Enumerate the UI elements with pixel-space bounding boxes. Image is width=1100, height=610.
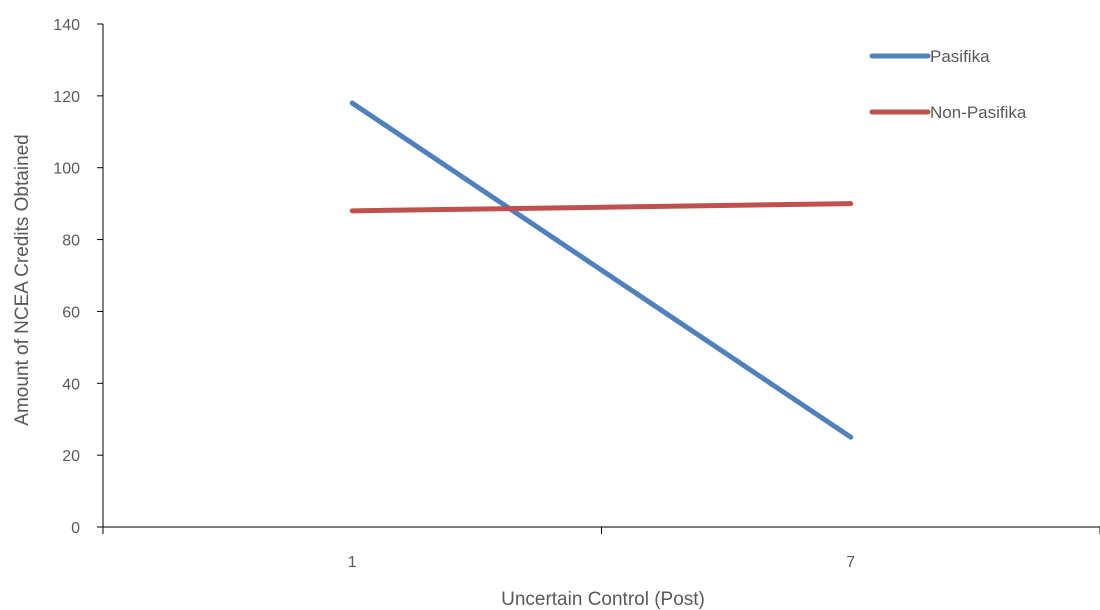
series-line-pasifika (349, 100, 854, 440)
x-tick-label: 1 (348, 554, 357, 571)
y-tick-label: 140 (53, 17, 80, 34)
legend-label: Pasifika (930, 47, 990, 66)
legend-label: Non-Pasifika (930, 103, 1027, 122)
y-tick-label: 100 (53, 161, 80, 178)
legend: Pasifika Non-Pasifika (869, 47, 1027, 122)
y-tick-label: 120 (53, 89, 80, 106)
y-tick-label: 80 (62, 233, 80, 250)
y-tick-label: 0 (71, 520, 80, 537)
y-tick-label: 60 (62, 304, 80, 321)
y-tick-label: 20 (62, 448, 80, 465)
y-axis-title: Amount of NCEA Credits Obtained (12, 134, 33, 425)
series-line-non-pasifika (349, 201, 854, 214)
plot-area (349, 100, 854, 440)
y-tick-label: 40 (62, 376, 80, 393)
y-axis: 0 20 40 60 80 100 120 140 (53, 17, 104, 537)
x-axis-title: Uncertain Control (Post) (501, 589, 705, 610)
x-tick-label: 7 (846, 554, 855, 571)
